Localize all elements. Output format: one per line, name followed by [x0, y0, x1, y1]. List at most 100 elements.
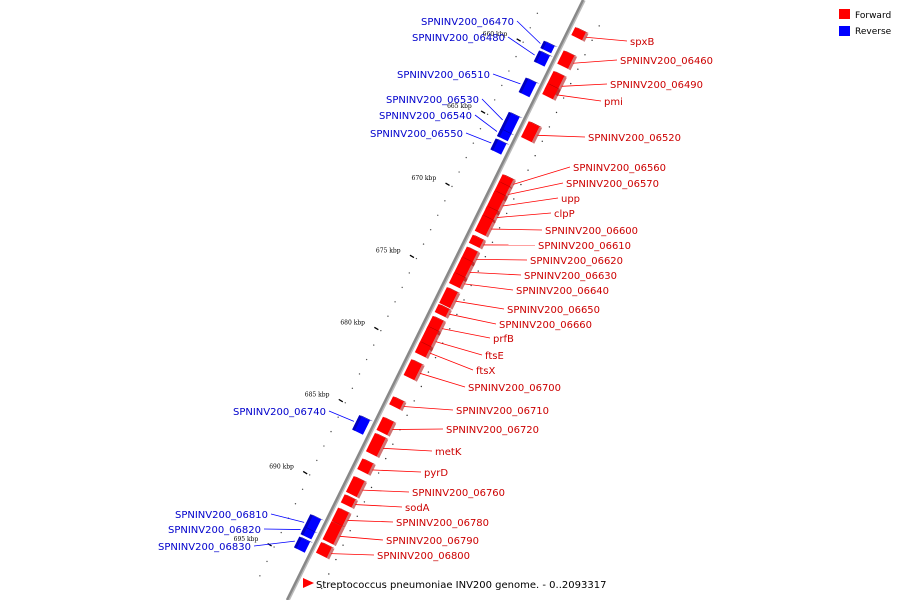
forward-gene-label[interactable]: metK	[435, 447, 462, 458]
gene-arrow-body	[340, 494, 356, 508]
gene-arrow-shade	[310, 514, 325, 521]
minor-tick	[342, 544, 344, 546]
forward-gene-label[interactable]: SPNINV200_06710	[456, 406, 549, 417]
forward-gene-leader	[372, 469, 422, 473]
reverse-gene-label[interactable]: SPNINV200_06530	[386, 95, 479, 106]
forward-gene-label[interactable]: spxB	[630, 37, 654, 48]
forward-gene-label[interactable]: SPNINV200_06610	[538, 241, 631, 252]
forward-gene-label[interactable]: SPNINV200_06620	[530, 256, 623, 267]
forward-gene-label[interactable]: ftsX	[476, 366, 495, 377]
gene-arrow-shade	[553, 70, 568, 78]
forward-gene-label[interactable]: SPNINV200_06560	[573, 163, 666, 174]
gene-arrow-body	[331, 507, 349, 527]
legend-swatch-forward	[839, 9, 850, 19]
forward-gene-arrow[interactable]	[414, 341, 434, 359]
reverse-gene-arrow[interactable]	[533, 50, 553, 67]
reverse-gene-label[interactable]: SPNINV200_06470	[421, 17, 514, 28]
gene-arrow-shade	[502, 174, 517, 181]
forward-gene-label[interactable]: SPNINV200_06760	[412, 488, 505, 499]
gene-arrow-shade	[432, 315, 447, 323]
gene-arrow-shade	[359, 415, 374, 422]
forward-gene-label[interactable]: SPNINV200_06600	[545, 226, 638, 237]
reverse-gene-arrow[interactable]	[490, 138, 510, 155]
minor-tick	[570, 82, 572, 85]
forward-gene-label[interactable]: SPNINV200_06630	[524, 271, 617, 282]
minor-tick	[463, 299, 465, 301]
forward-gene-arrow[interactable]	[322, 520, 346, 547]
forward-gene-label[interactable]: SPNINV200_06720	[446, 425, 539, 436]
forward-gene-arrow[interactable]	[389, 396, 407, 412]
forward-gene-arrow[interactable]	[557, 50, 578, 71]
reverse-gene-arrow[interactable]	[499, 111, 523, 136]
forward-gene-label[interactable]: SPNINV200_06660	[499, 320, 592, 331]
gene-arrow-shade	[547, 83, 562, 90]
minor-tick	[458, 171, 460, 173]
forward-gene-label[interactable]: SPNINV200_06800	[377, 551, 470, 562]
forward-gene-arrow[interactable]	[520, 121, 543, 144]
forward-gene-label[interactable]: SPNINV200_06650	[507, 305, 600, 316]
forward-gene-arrow[interactable]	[468, 234, 487, 250]
forward-gene-arrow[interactable]	[434, 304, 453, 319]
forward-gene-label[interactable]: SPNINV200_06640	[516, 286, 609, 297]
gene-arrow-shade	[461, 256, 476, 264]
forward-gene-arrow[interactable]	[365, 432, 389, 459]
forward-gene-label[interactable]: SPNINV200_06700	[468, 383, 561, 394]
forward-gene-arrow[interactable]	[315, 542, 335, 560]
forward-gene-arrow[interactable]	[498, 174, 517, 189]
gene-arrow-edge	[540, 40, 547, 50]
forward-gene-arrow[interactable]	[542, 83, 562, 101]
reverse-gene-arrow[interactable]	[540, 40, 558, 54]
reverse-gene-arrow[interactable]	[293, 536, 314, 553]
reverse-gene-label[interactable]: SPNINV200_06510	[397, 70, 490, 81]
forward-gene-label[interactable]: prfB	[493, 334, 514, 345]
forward-gene-arrow[interactable]	[345, 476, 368, 499]
scale-tick-label: 680 kbp	[340, 319, 365, 326]
minor-tick	[508, 70, 510, 72]
forward-gene-arrow[interactable]	[474, 215, 497, 238]
gene-arrow-shade	[466, 246, 481, 253]
forward-gene-label[interactable]: sodA	[405, 503, 430, 514]
forward-gene-leader	[355, 504, 403, 508]
minor-tick	[456, 313, 458, 316]
reverse-gene-arrow[interactable]	[352, 415, 374, 435]
forward-gene-leader	[557, 94, 602, 102]
forward-gene-label[interactable]: pmi	[604, 97, 623, 108]
forward-gene-arrow[interactable]	[403, 359, 426, 382]
reverse-gene-label[interactable]: SPNINV200_06740	[233, 407, 326, 418]
reverse-gene-label[interactable]: SPNINV200_06810	[175, 510, 268, 521]
forward-gene-arrow[interactable]	[439, 287, 461, 310]
forward-gene-label[interactable]: clpP	[554, 209, 575, 220]
gene-arrow-edge	[351, 499, 358, 510]
forward-gene-label[interactable]: pyrD	[424, 468, 448, 479]
forward-gene-arrow[interactable]	[448, 272, 468, 290]
forward-gene-label[interactable]: ftsE	[485, 351, 504, 362]
reverse-gene-label[interactable]: SPNINV200_06550	[370, 129, 463, 140]
forward-gene-leader	[442, 328, 491, 339]
major-tick-mark	[409, 254, 415, 259]
gene-arrow-edge	[531, 126, 543, 144]
forward-gene-label[interactable]: SPNINV200_06780	[396, 518, 489, 529]
forward-gene-label[interactable]: SPNINV200_06520	[588, 133, 681, 144]
reverse-gene-label[interactable]: SPNINV200_06540	[379, 111, 472, 122]
reverse-gene-label[interactable]: SPNINV200_06480	[412, 33, 505, 44]
reverse-gene-label[interactable]: SPNINV200_06820	[168, 525, 261, 536]
forward-gene-arrow[interactable]	[571, 27, 589, 42]
reverse-gene-arrow[interactable]	[496, 128, 515, 142]
forward-gene-arrow[interactable]	[331, 507, 352, 528]
reverse-gene-arrow[interactable]	[300, 526, 318, 540]
forward-gene-arrow[interactable]	[340, 494, 359, 510]
minor-tick	[548, 126, 551, 128]
minor-tick	[316, 459, 318, 462]
forward-gene-arrow[interactable]	[376, 416, 397, 437]
forward-gene-arrow[interactable]	[357, 458, 377, 476]
gene-arrow-shade	[525, 77, 540, 84]
gene-arrow-edge	[352, 415, 362, 431]
reverse-gene-arrow[interactable]	[518, 77, 540, 98]
forward-gene-label[interactable]: upp	[561, 194, 580, 205]
minor-tick	[330, 430, 332, 433]
forward-gene-label[interactable]: SPNINV200_06570	[566, 179, 659, 190]
reverse-gene-label[interactable]: SPNINV200_06830	[158, 542, 251, 553]
forward-gene-label[interactable]: SPNINV200_06790	[386, 536, 479, 547]
forward-gene-label[interactable]: SPNINV200_06490	[610, 80, 703, 91]
forward-gene-label[interactable]: SPNINV200_06460	[620, 56, 713, 67]
